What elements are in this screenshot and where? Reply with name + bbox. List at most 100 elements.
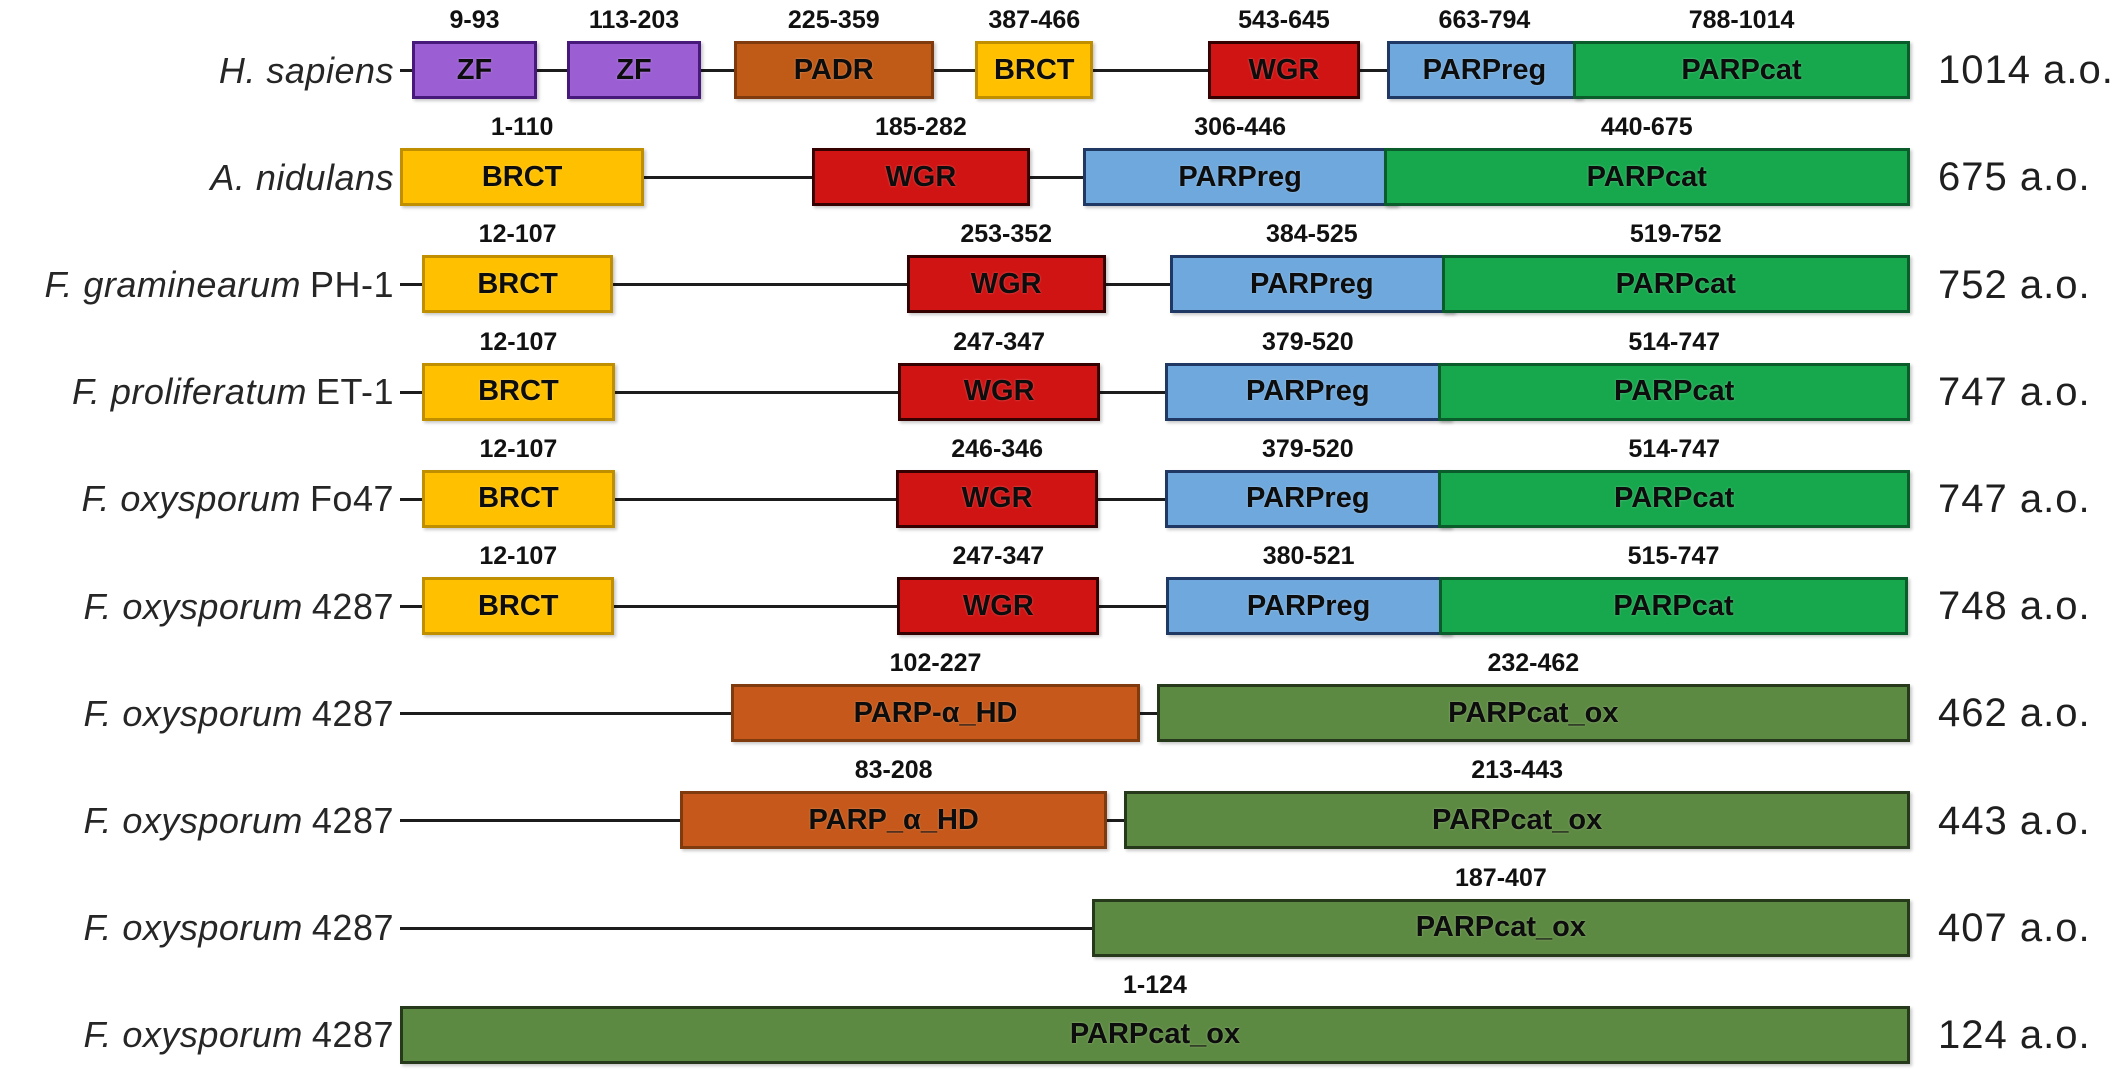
domain-label: PARP-α_HD xyxy=(853,696,1018,729)
domain-label: BRCT xyxy=(481,160,563,193)
backbone-line xyxy=(400,69,1908,72)
organism-label: F. oxysporum 4287 xyxy=(0,875,400,982)
protein-track: BRCT 12-107 WGR 246-346 PARPreg 379-520 PARPca… xyxy=(400,429,1910,536)
domain-box-padr: PADR xyxy=(733,41,934,99)
domain-range-label: 185-282 xyxy=(875,113,967,142)
domain-label: PARPreg xyxy=(1178,160,1302,193)
organism-label: F. oxysporum 4287 xyxy=(0,767,400,874)
domain-box-parpcat-ox: PARPcat_ox xyxy=(400,1005,1910,1064)
domain-range-label: 543-645 xyxy=(1238,6,1330,34)
domain-box-parpreg: PARPreg xyxy=(1166,577,1452,636)
domain-range-label: 384-525 xyxy=(1265,220,1358,249)
backbone-line xyxy=(400,605,1908,609)
total-length-label: 124 a.o. xyxy=(1938,1012,2091,1057)
organism-name: A. nidulans xyxy=(210,156,394,198)
organism-label: F. oxysporum 4287 xyxy=(0,553,400,660)
strain-name: 4287 xyxy=(311,907,394,949)
domain-range-label: 440-675 xyxy=(1600,113,1693,142)
protein-row: F. oxysporum Fo47 BRCT 12-107 WGR 246-346 PARP… xyxy=(0,429,2126,536)
domain-label: PARPreg xyxy=(1246,482,1370,515)
protein-track: BRCT 12-107 WGR 247-347 PARPreg 380-521 PARPca… xyxy=(400,536,1910,643)
domain-box-brct: BRCT xyxy=(422,362,615,421)
domain-label: WGR xyxy=(961,482,1033,515)
domain-label: PARP_α_HD xyxy=(808,803,979,836)
total-length-label: 462 a.o. xyxy=(1938,691,2091,736)
domain-range-label: 102-227 xyxy=(889,649,982,678)
domain-range-label: 83-208 xyxy=(854,756,933,785)
organism-name: F. oxysporum xyxy=(83,800,303,842)
organism-label: F. oxysporum 4287 xyxy=(0,660,400,767)
domain-label: PARPcat_ox xyxy=(1069,1018,1241,1051)
protein-track: BRCT 1-110 WGR 185-282 PARPreg 306-446 PARPcat… xyxy=(400,107,1910,214)
strain-name: 4287 xyxy=(311,692,394,734)
domain-label: WGR xyxy=(885,160,957,193)
domain-box-parp-a-hd: PARP_α_HD xyxy=(680,791,1108,850)
domain-label: PARPreg xyxy=(1422,53,1547,86)
protein-row: A. nidulans BRCT 1-110 WGR 185-282 PARPreg 306… xyxy=(0,107,2126,214)
backbone-line xyxy=(400,283,1908,287)
domain-box-parpreg: PARPreg xyxy=(1165,362,1451,421)
domain-box-parpcat: PARPcat xyxy=(1441,255,1910,314)
total-length-label: 675 a.o. xyxy=(1938,155,2091,200)
domain-range-label: 246-346 xyxy=(951,434,1043,463)
backbone-line xyxy=(400,390,1908,394)
total-length-label: 748 a.o. xyxy=(1938,584,2091,629)
domain-box-zf: ZF xyxy=(566,41,702,99)
domain-label: PADR xyxy=(793,53,874,86)
domain-box-brct: BRCT xyxy=(422,255,614,314)
protein-row: F. graminearum PH-1 BRCT 12-107 WGR 253-352 PA… xyxy=(0,214,2126,321)
domain-label: BRCT xyxy=(477,589,559,622)
organism-name: H. sapiens xyxy=(218,49,394,91)
protein-row: H. sapiens ZF 9-93 ZF 113-203 PADR 225-359 BRCT… xyxy=(0,0,2126,107)
domain-range-label: 379-520 xyxy=(1261,434,1354,463)
domain-box-brct: BRCT xyxy=(422,577,615,636)
organism-label: A. nidulans xyxy=(0,124,400,231)
domain-label: PARPcat xyxy=(1586,160,1707,193)
domain-range-label: 380-521 xyxy=(1262,542,1355,571)
domain-range-label: 253-352 xyxy=(960,220,1053,249)
domain-label: ZF xyxy=(616,53,652,86)
domain-range-label: 187-407 xyxy=(1455,863,1547,892)
domain-box-parpcat: PARPcat xyxy=(1438,362,1910,421)
protein-row: F. oxysporum 4287 PARP-α_HD 102-227 PARPcat_… xyxy=(0,643,2126,750)
domain-range-label: 379-520 xyxy=(1261,327,1354,356)
backbone-line xyxy=(400,712,1908,716)
domain-label: ZF xyxy=(456,53,493,86)
domain-box-parpcat: PARPcat xyxy=(1573,41,1910,99)
organism-name: F. graminearum xyxy=(44,264,301,305)
domain-label: PARPcat_ox xyxy=(1431,803,1603,836)
organism-name: F. oxysporum xyxy=(83,692,303,734)
total-length-label: 747 a.o. xyxy=(1938,476,2091,521)
total-length-label: 1014 a.o. xyxy=(1938,48,2114,93)
organism-name: F. oxysporum xyxy=(81,478,301,520)
protein-track: PARPcat_ox 1-124 xyxy=(400,965,1910,1072)
domain-range-label: 514-747 xyxy=(1628,327,1721,356)
protein-track: ZF 9-93 ZF 113-203 PADR 225-359 BRCT 387-466 WGR… xyxy=(400,0,1910,107)
domain-box-wgr: WGR xyxy=(906,255,1106,314)
domain-range-label: 12-107 xyxy=(479,434,558,463)
protein-row: F. proliferatum ET-1 BRCT 12-107 WGR 247-347 P… xyxy=(0,322,2126,429)
domain-range-label: 12-107 xyxy=(479,327,558,356)
domain-box-brct: BRCT xyxy=(400,148,645,207)
domain-range-label: 113-203 xyxy=(588,6,680,34)
strain-name: 4287 xyxy=(311,585,394,627)
total-length-label: 747 a.o. xyxy=(1938,369,2091,414)
strain-name: 4287 xyxy=(311,800,394,842)
domain-label: PARPcat_ox xyxy=(1448,696,1619,729)
domain-label: PARPcat xyxy=(1614,482,1735,515)
domain-box-parpcat: PARPcat xyxy=(1439,577,1908,636)
strain-name: ET-1 xyxy=(315,371,394,413)
domain-box-parp-a-hd: PARP-α_HD xyxy=(730,684,1141,743)
organism-name: F. oxysporum xyxy=(83,585,303,627)
domain-label: PARPcat xyxy=(1681,53,1802,86)
domain-range-label: 306-446 xyxy=(1194,113,1286,142)
protein-row: F. oxysporum 4287 PARP_α_HD 83-208 PARPcat_o… xyxy=(0,750,2126,857)
domain-box-parpreg: PARPreg xyxy=(1165,469,1451,528)
domain-box-parpcat: PARPcat xyxy=(1383,148,1910,207)
total-length-label: 407 a.o. xyxy=(1938,905,2091,950)
organism-label: H. sapiens xyxy=(0,17,400,124)
strain-name: PH-1 xyxy=(309,264,394,305)
domain-range-label: 788-1014 xyxy=(1688,6,1795,34)
